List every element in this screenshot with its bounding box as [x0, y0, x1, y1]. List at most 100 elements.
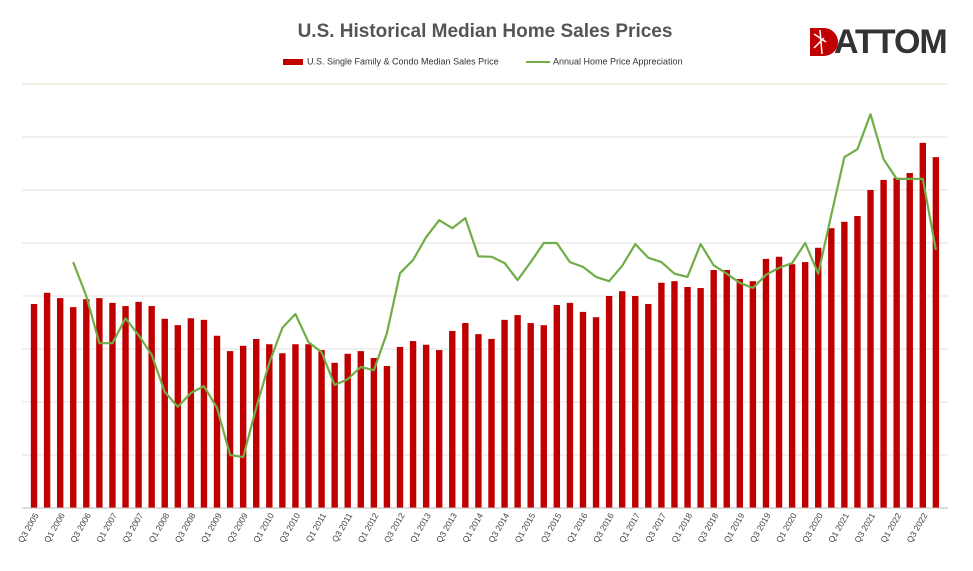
x-tick-label: Q1 2014 [460, 511, 485, 544]
bar [645, 303, 652, 508]
x-tick-label: Q1 2013 [408, 511, 433, 544]
x-tick-label: Q3 2009 [225, 511, 250, 544]
bar [370, 358, 378, 508]
bar [815, 247, 822, 508]
x-tick-label: Q1 2011 [304, 511, 329, 544]
bar [318, 350, 325, 508]
bar [841, 221, 848, 509]
bar [56, 298, 64, 508]
bar [475, 334, 482, 508]
bar [187, 318, 195, 508]
chart-title: U.S. Historical Median Home Sales Prices [298, 21, 673, 42]
bar [749, 281, 757, 508]
x-tick-label: Q1 2019 [722, 511, 747, 544]
bar [200, 319, 208, 508]
logo-text: ATTOM [834, 23, 947, 61]
bar [70, 307, 77, 508]
x-tick-label: Q3 2011 [330, 511, 355, 544]
bar [135, 301, 142, 508]
bar [710, 270, 717, 508]
bar [605, 296, 613, 508]
x-tick-label: Q1 2008 [146, 511, 171, 544]
bar [893, 177, 900, 508]
x-tick-label: Q1 2009 [199, 511, 224, 544]
bar [566, 302, 574, 508]
legend-label: Annual Home Price Appreciation [553, 56, 683, 66]
bar [854, 215, 861, 508]
bar [174, 325, 182, 508]
bar [422, 344, 430, 508]
bar [344, 353, 351, 508]
bar [239, 345, 247, 508]
bar [409, 341, 417, 508]
bar [148, 306, 155, 508]
bar [357, 351, 364, 508]
x-tick-label: Q3 2014 [486, 511, 511, 544]
x-tick-label: Q3 2010 [277, 511, 302, 544]
x-tick-label: Q3 2005 [16, 511, 41, 544]
logo: ATTOM [810, 23, 948, 61]
x-tick-label: Q1 2022 [878, 511, 903, 544]
x-tick-label: Q1 2020 [774, 511, 799, 544]
bar [331, 362, 338, 508]
bar [736, 279, 744, 508]
bar [488, 338, 495, 508]
x-tick-label: Q1 2007 [94, 511, 119, 544]
bar [109, 302, 116, 508]
bar [592, 317, 600, 508]
bar [436, 350, 443, 508]
bar [919, 142, 926, 508]
x-tick-label: Q3 2017 [643, 511, 668, 544]
x-tick-label: Q3 2015 [539, 511, 564, 544]
x-tick-label: Q1 2010 [251, 511, 276, 544]
logo-icon [810, 28, 838, 56]
bar [83, 299, 90, 508]
x-tick-label: Q3 2013 [434, 511, 459, 544]
bar [618, 291, 626, 508]
bar [762, 258, 770, 508]
bar [279, 353, 286, 508]
x-tick-label: Q1 2006 [42, 511, 67, 544]
bar [697, 288, 704, 508]
bar [501, 319, 508, 508]
bar [671, 281, 678, 508]
bar [801, 262, 809, 508]
bar [266, 344, 273, 508]
x-tick-label: Q3 2022 [905, 511, 930, 544]
line [72, 113, 937, 459]
bar [226, 351, 234, 508]
bar [527, 323, 534, 508]
x-tick-label: Q1 2021 [826, 511, 851, 544]
bar [292, 344, 299, 508]
x-tick-label: Q3 2016 [591, 511, 616, 544]
bar [253, 338, 260, 508]
x-tick-label: Q1 2018 [669, 511, 694, 544]
x-tick-label: Q3 2008 [173, 511, 198, 544]
bar [658, 282, 665, 508]
bar [788, 264, 796, 508]
bar [161, 318, 168, 508]
bar [906, 173, 913, 509]
bar [632, 296, 639, 508]
x-tick-label: Q3 2018 [695, 511, 720, 544]
bar [867, 190, 874, 508]
bar [880, 179, 887, 508]
legend-swatch [283, 59, 303, 65]
x-tick-label: Q1 2015 [512, 511, 537, 544]
bar [775, 256, 783, 508]
x-tick-label: Q3 2007 [120, 511, 145, 544]
bar [96, 298, 103, 508]
x-tick-label: Q1 2012 [356, 511, 381, 544]
x-tick-label: Q1 2016 [565, 511, 590, 544]
x-tick-label: Q3 2006 [68, 511, 93, 544]
bar [43, 292, 51, 508]
x-tick-label: Q3 2012 [382, 511, 407, 544]
bar [684, 286, 691, 508]
logo-icon-lines [813, 29, 827, 55]
bar [723, 270, 730, 508]
x-tick-label: Q3 2019 [748, 511, 773, 544]
x-tick-label: Q1 2017 [617, 511, 642, 544]
bar [462, 323, 469, 508]
bar [449, 330, 456, 508]
